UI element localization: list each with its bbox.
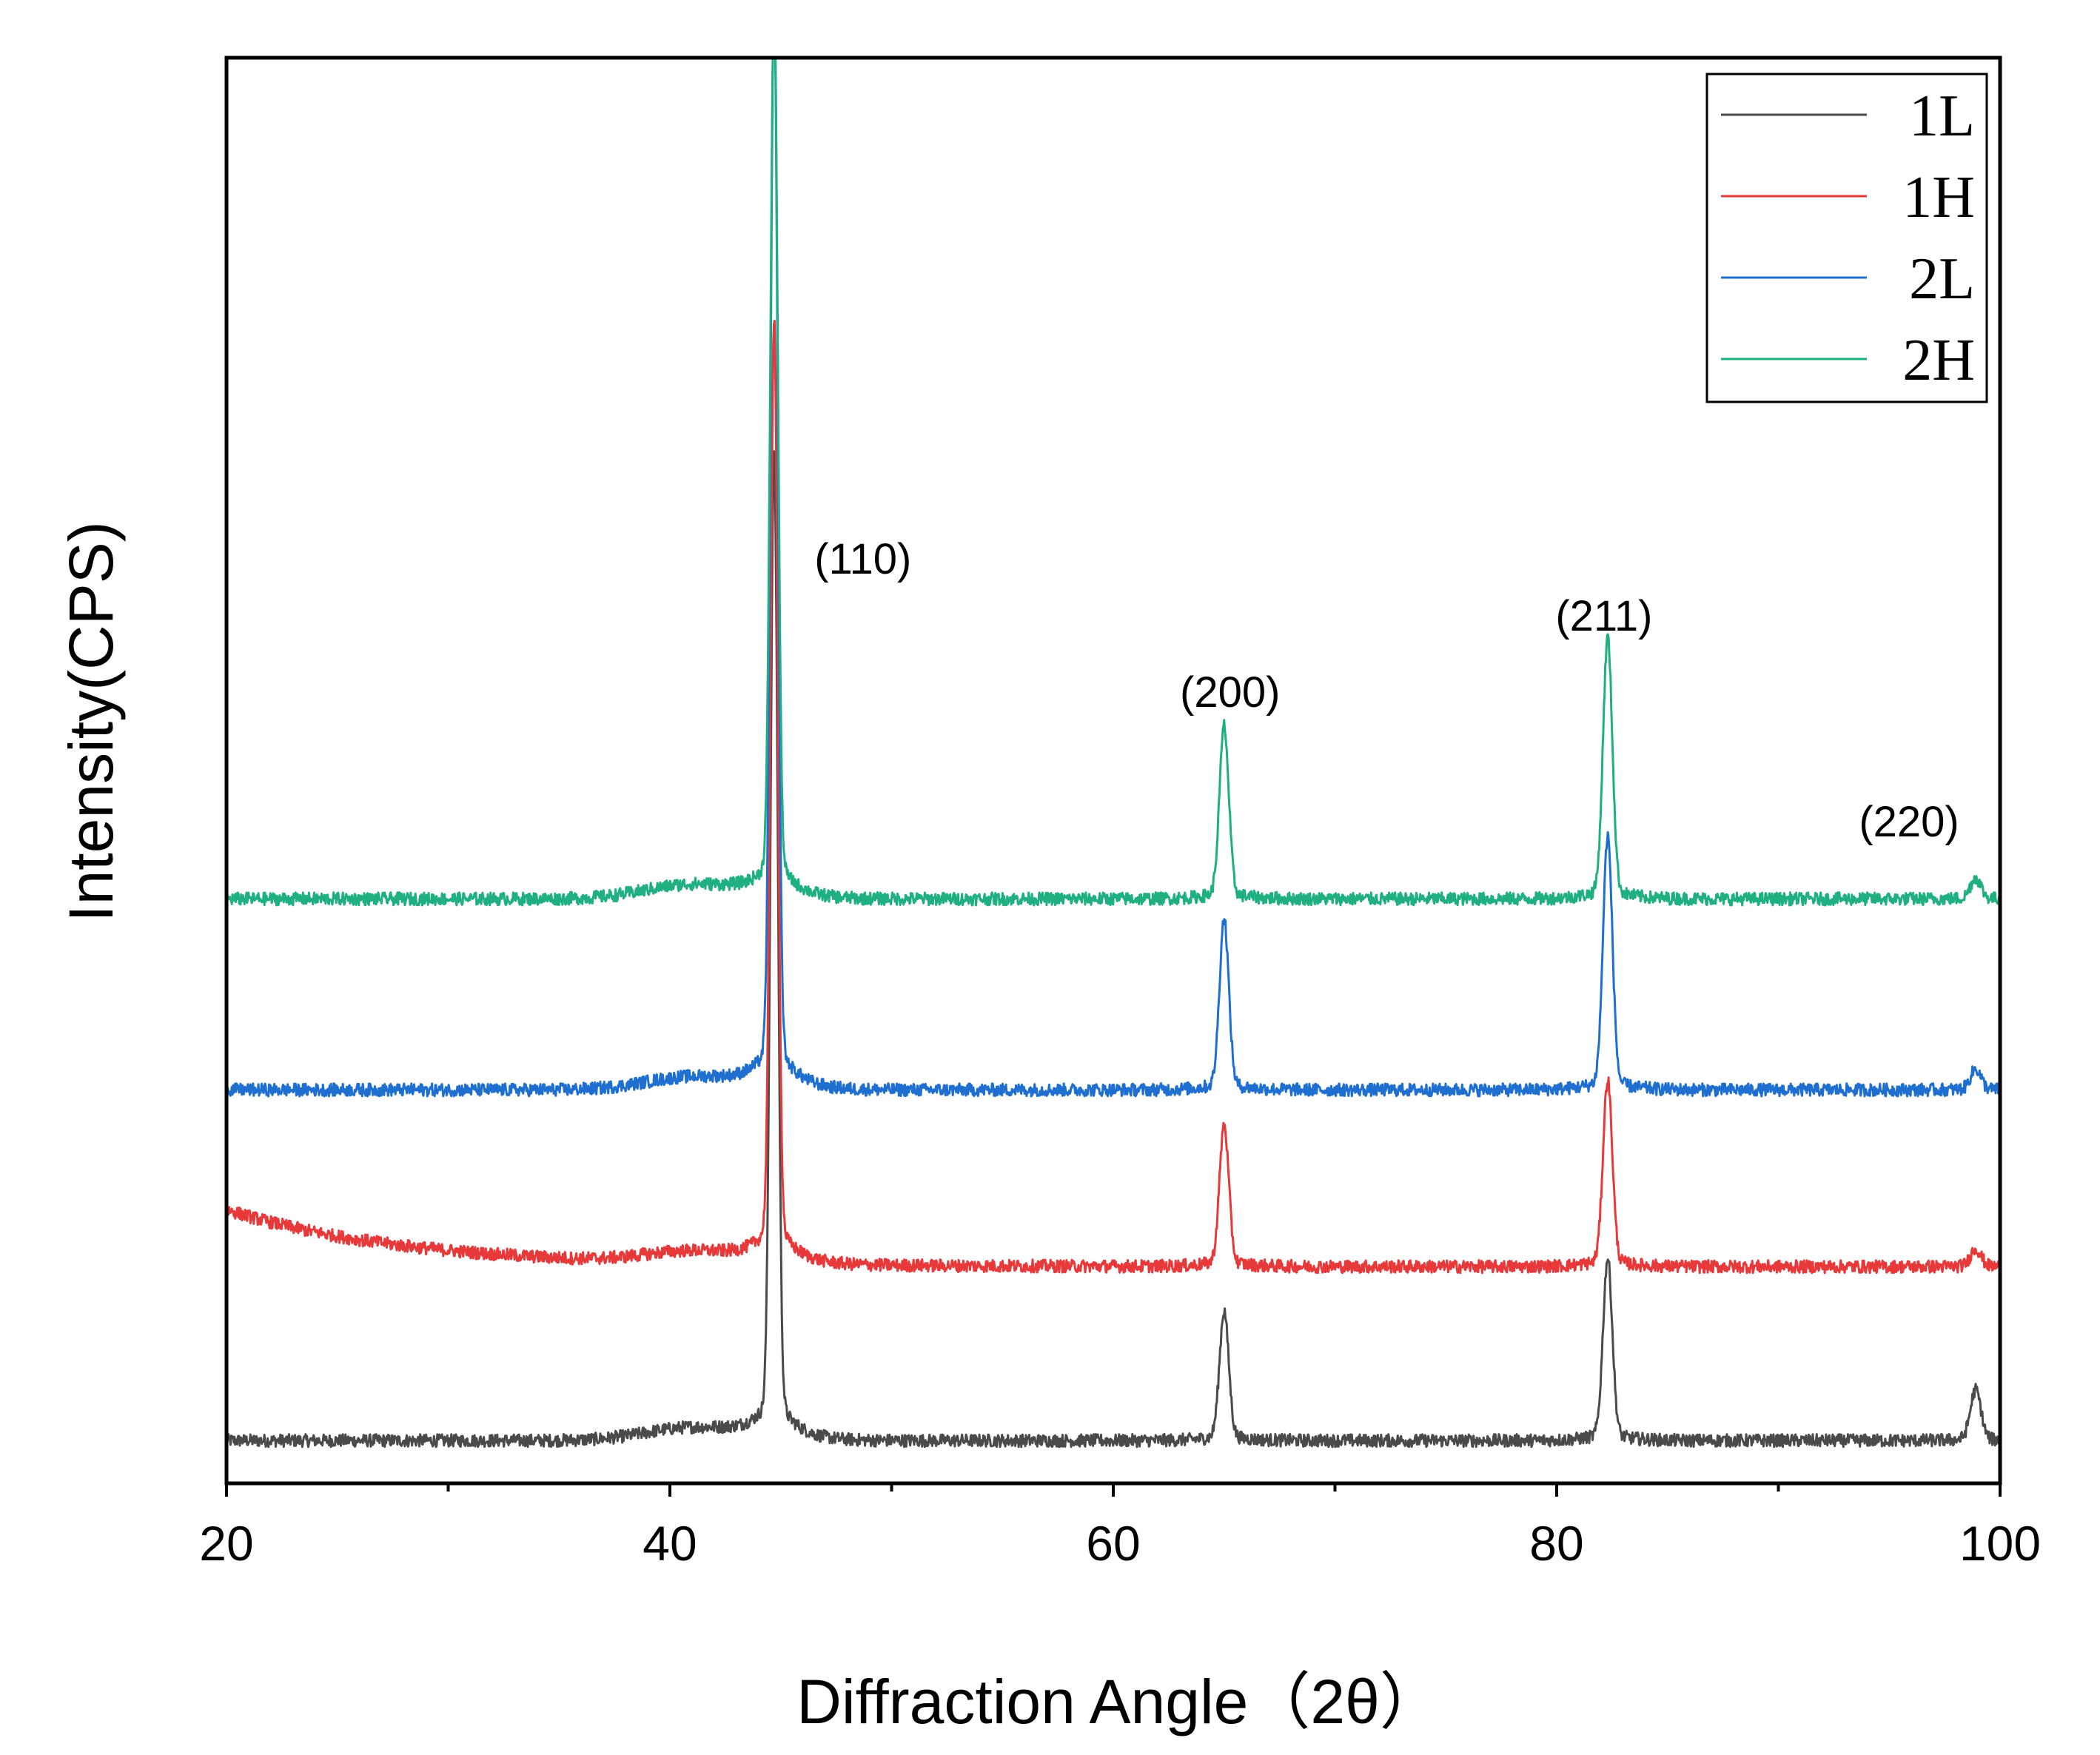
- legend-label-1L: 1L: [1909, 84, 1975, 149]
- x-tick-label-80: 80: [1529, 1516, 1583, 1571]
- legend-box: [1705, 73, 1988, 403]
- peak-label-110: (110): [814, 535, 911, 583]
- legend-label-2H: 2H: [1902, 328, 1975, 393]
- series-line-2H: [227, 58, 2000, 907]
- legend-label-2L: 2L: [1909, 246, 1975, 312]
- series-layer: [227, 58, 2000, 1449]
- x-axis-title: Diffraction Angle（2θ）: [796, 1667, 1442, 1736]
- peak-label-211: (211): [1555, 592, 1652, 640]
- series-line-2L: [227, 58, 2000, 1098]
- peak-annotations: (110) (200) (211) (220): [814, 535, 1959, 846]
- legend: 1L 1H 2L 2H: [1705, 73, 1988, 403]
- y-axis-title: Intensity(CPS): [56, 521, 126, 922]
- x-tick-label-60: 60: [1086, 1516, 1140, 1571]
- series-line-1L: [227, 450, 2000, 1449]
- x-tick-label-40: 40: [643, 1516, 697, 1571]
- peak-label-200: (200): [1180, 668, 1280, 717]
- x-tick-label-100: 100: [1959, 1516, 2041, 1571]
- peak-label-220: (220): [1859, 798, 1959, 846]
- x-tick-label-20: 20: [199, 1516, 253, 1571]
- x-axis-ticks: 20 40 60 80 100: [199, 1483, 2041, 1571]
- legend-label-1H: 1H: [1902, 165, 1975, 230]
- series-line-1H: [227, 319, 2000, 1275]
